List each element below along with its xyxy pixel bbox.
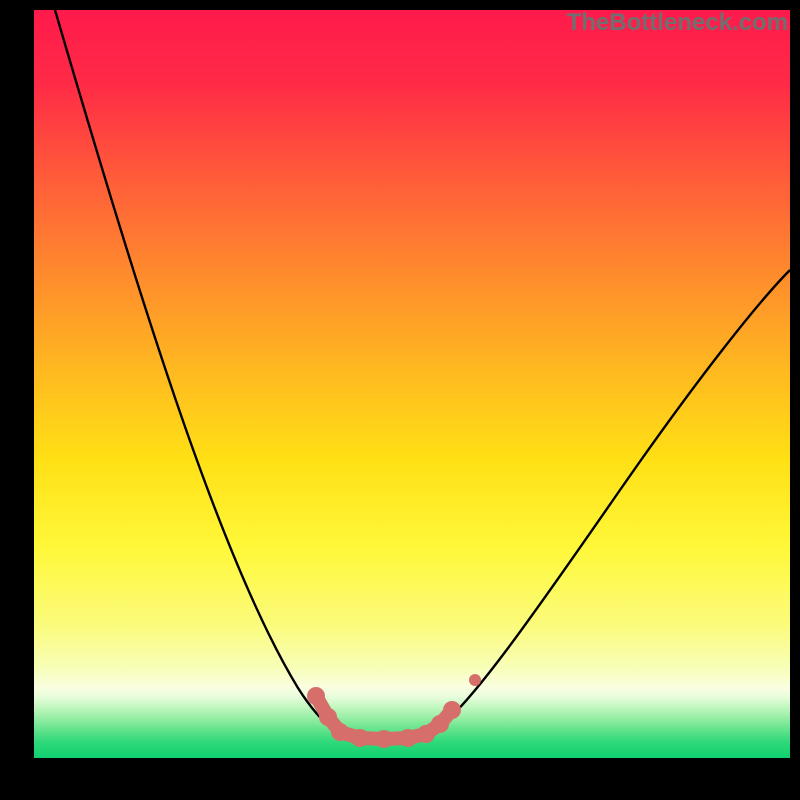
marker-dot (319, 708, 337, 726)
frame-left (0, 0, 34, 800)
marker-dot (307, 687, 325, 705)
marker-dot (443, 701, 461, 719)
marker-dot (431, 715, 449, 733)
watermark-text: TheBottleneck.com (567, 9, 788, 37)
frame-bottom (0, 758, 800, 800)
gradient-background (34, 10, 790, 758)
chart-svg (0, 0, 800, 800)
marker-dot (399, 729, 417, 747)
marker-dot (331, 723, 349, 741)
marker-dot (375, 730, 393, 748)
frame-right (790, 0, 800, 800)
marker-dot-small (469, 674, 481, 686)
marker-dot (351, 729, 369, 747)
